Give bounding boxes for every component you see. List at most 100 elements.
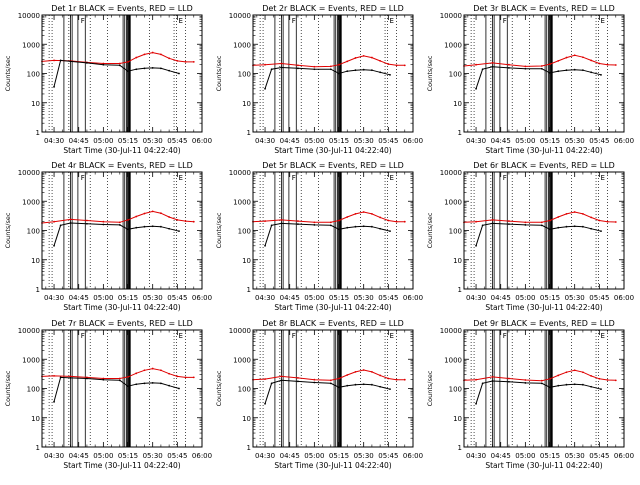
lld-point <box>313 65 316 68</box>
x-tick-label: 05:30 <box>565 137 585 145</box>
events-point <box>264 87 266 90</box>
x-tick-label: 05:00 <box>515 452 535 460</box>
y-tick-label: 1000 <box>233 198 251 206</box>
events-point <box>491 65 494 68</box>
events-point <box>178 72 180 75</box>
events-point <box>160 382 162 385</box>
panel-3: Det 3r BLACK = Events, RED = LLD Counts/s… <box>426 4 634 155</box>
plot-frame <box>41 14 203 133</box>
flag-letter-e: E <box>179 174 183 182</box>
events-point <box>557 70 560 73</box>
x-tick-label: 05:15 <box>118 452 138 460</box>
events-point <box>53 85 55 88</box>
x-tick-label: 05:30 <box>354 137 374 145</box>
y-tick-label: 10 <box>31 257 40 265</box>
lld-line <box>41 52 194 64</box>
x-tick-label: 05:15 <box>540 452 560 460</box>
events-point <box>362 68 365 71</box>
panel-8: Det 8r BLACK = Events, RED = LLD Counts/s… <box>215 319 423 470</box>
lld-point <box>127 375 129 378</box>
y-tick-label: 1000 <box>22 41 40 49</box>
lld-point <box>135 56 138 59</box>
lld-point <box>540 379 543 382</box>
x-tick-label: 04:45 <box>280 452 300 460</box>
lld-point <box>346 60 349 63</box>
lld-point <box>371 56 373 59</box>
y-tick-label: 1 <box>36 286 40 294</box>
x-axis-label: Start Time (30-Jul-11 04:22:40) <box>63 303 180 312</box>
flag-letter-f: F <box>81 332 85 340</box>
flag-letter-f: F <box>503 17 507 25</box>
lld-point <box>387 63 390 65</box>
panel-title: Det 2r BLACK = Events, RED = LLD <box>262 4 404 13</box>
lld-point <box>573 211 576 213</box>
panel-1: Det 1r BLACK = Events, RED = LLD Counts/s… <box>4 4 212 155</box>
events-point <box>354 383 357 386</box>
events-point <box>143 225 146 228</box>
y-tick-label: 1000 <box>233 356 251 364</box>
events-point <box>508 223 510 226</box>
events-point <box>313 381 316 384</box>
lld-point <box>338 377 340 380</box>
events-point <box>540 67 543 70</box>
events-point <box>565 69 568 72</box>
lld-point <box>395 378 398 381</box>
lld-point <box>508 377 510 380</box>
events-point <box>143 382 146 385</box>
lld-point <box>313 221 316 224</box>
lld-point <box>573 369 576 372</box>
y-tick-label: 100 <box>449 228 462 236</box>
events-point <box>582 383 584 386</box>
events-point <box>151 225 154 228</box>
lld-point <box>338 219 340 222</box>
y-tick-label: 100 <box>238 386 251 394</box>
lld-point <box>135 372 138 375</box>
y-tick-label: 10 <box>453 100 462 108</box>
x-tick-label: 06:00 <box>192 137 212 145</box>
events-point <box>362 383 365 386</box>
x-tick-label: 04:30 <box>466 452 486 460</box>
y-tick-label: 1000 <box>444 198 462 206</box>
x-tick-label: 05:15 <box>540 294 560 302</box>
events-point <box>508 380 510 383</box>
x-tick-label: 05:00 <box>304 294 324 302</box>
x-tick-label: 04:30 <box>255 294 275 302</box>
events-point <box>573 225 576 228</box>
events-point <box>280 66 283 69</box>
events-point <box>338 386 340 389</box>
lld-point <box>184 376 187 379</box>
x-tick-label: 04:30 <box>466 294 486 302</box>
y-tick-label: 10 <box>242 415 251 423</box>
lld-point <box>264 220 266 222</box>
events-point <box>53 400 55 403</box>
x-tick-label: 05:45 <box>378 294 398 302</box>
lld-point <box>329 221 332 224</box>
lld-point <box>151 367 154 370</box>
events-point <box>371 69 373 72</box>
panel-title: Det 9r BLACK = Events, RED = LLD <box>473 319 615 328</box>
y-axis-label: Counts/sec <box>4 370 12 406</box>
y-tick-label: 10000 <box>440 169 462 177</box>
lld-line <box>252 55 405 68</box>
events-point <box>491 222 494 225</box>
y-tick-label: 100 <box>238 228 251 236</box>
events-point <box>297 223 299 226</box>
panel-title: Det 1r BLACK = Events, RED = LLD <box>51 4 193 13</box>
y-axis-label: Counts/sec <box>426 55 434 91</box>
events-point <box>590 227 593 230</box>
lld-point <box>297 64 299 67</box>
lld-point <box>135 215 138 218</box>
events-point <box>481 68 484 71</box>
y-axis-label: Counts/sec <box>215 55 223 91</box>
lld-point <box>280 375 283 378</box>
events-point <box>59 59 62 62</box>
lld-point <box>606 379 609 381</box>
lld-point <box>508 63 510 66</box>
lld-point <box>614 379 617 382</box>
events-point <box>540 382 543 385</box>
x-tick-label: 04:30 <box>44 137 64 145</box>
x-tick-label: 04:30 <box>44 452 64 460</box>
lld-point <box>395 64 398 67</box>
lld-point <box>354 212 357 215</box>
flag-letter-f: F <box>81 174 85 182</box>
